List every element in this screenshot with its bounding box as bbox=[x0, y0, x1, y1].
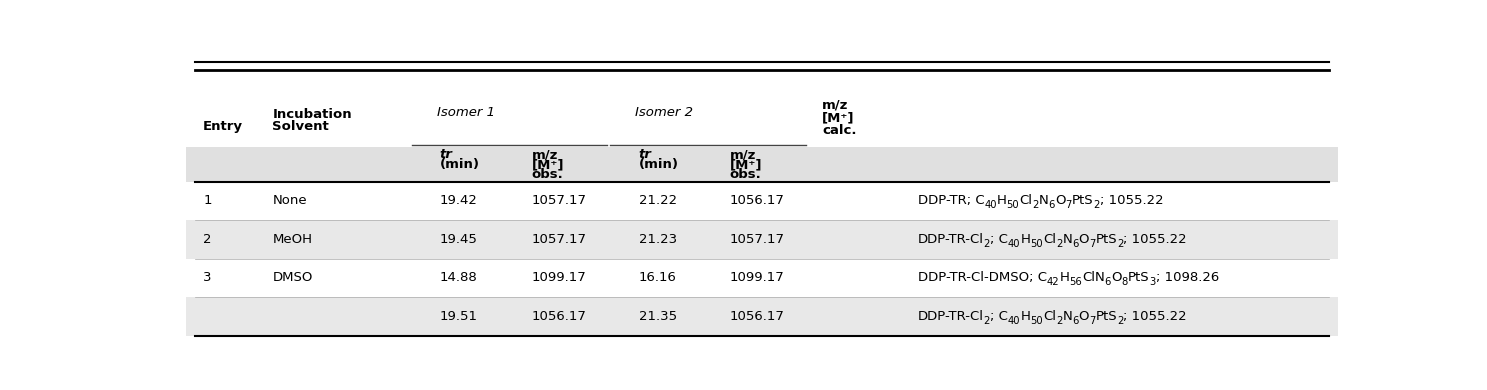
Text: 21.23: 21.23 bbox=[639, 233, 677, 246]
Text: ; 1055.22: ; 1055.22 bbox=[1100, 194, 1163, 207]
Text: MeOH: MeOH bbox=[272, 233, 312, 246]
Text: ; C: ; C bbox=[990, 310, 1008, 323]
Text: 6: 6 bbox=[1048, 200, 1054, 210]
Text: Incubation: Incubation bbox=[272, 108, 352, 121]
Text: 2: 2 bbox=[984, 239, 990, 249]
Bar bbox=[186, 297, 1338, 335]
Text: 7: 7 bbox=[1088, 316, 1096, 326]
Text: 2: 2 bbox=[1117, 316, 1123, 326]
Text: DDP-TR-Cl: DDP-TR-Cl bbox=[917, 233, 984, 246]
Text: (min): (min) bbox=[639, 158, 678, 171]
Text: 50: 50 bbox=[1030, 316, 1042, 326]
Text: N: N bbox=[1062, 233, 1072, 246]
Text: O: O bbox=[1111, 271, 1121, 284]
Text: Isomer 2: Isomer 2 bbox=[635, 106, 693, 119]
Bar bbox=[186, 220, 1338, 259]
Text: O: O bbox=[1078, 310, 1088, 323]
Text: [M⁺]: [M⁺] bbox=[822, 111, 855, 124]
Text: DMSO: DMSO bbox=[272, 271, 312, 284]
Text: Cl: Cl bbox=[1042, 310, 1056, 323]
Text: 1056.17: 1056.17 bbox=[532, 310, 586, 323]
Text: N: N bbox=[1038, 194, 1048, 207]
Text: 8: 8 bbox=[1121, 277, 1127, 287]
Text: DDP-TR-Cl: DDP-TR-Cl bbox=[917, 310, 984, 323]
Text: tr: tr bbox=[440, 148, 452, 161]
Text: 19.42: 19.42 bbox=[440, 194, 477, 207]
Text: 2: 2 bbox=[1032, 200, 1038, 210]
Text: 7: 7 bbox=[1088, 239, 1096, 249]
Text: 2: 2 bbox=[1093, 200, 1100, 210]
Text: 2: 2 bbox=[984, 316, 990, 326]
Text: 2: 2 bbox=[1056, 239, 1062, 249]
Text: 19.51: 19.51 bbox=[440, 310, 477, 323]
Text: Solvent: Solvent bbox=[272, 120, 329, 133]
Text: PtS: PtS bbox=[1127, 271, 1149, 284]
Text: 3: 3 bbox=[1149, 277, 1155, 287]
Bar bbox=[186, 182, 1338, 220]
Text: H: H bbox=[1059, 271, 1069, 284]
Text: Entry: Entry bbox=[204, 120, 244, 133]
Text: [M⁺]: [M⁺] bbox=[730, 158, 763, 171]
Text: H: H bbox=[996, 194, 1007, 207]
Text: 3: 3 bbox=[204, 271, 211, 284]
Text: tr: tr bbox=[639, 148, 651, 161]
Text: 1057.17: 1057.17 bbox=[730, 233, 785, 246]
Text: 1: 1 bbox=[204, 194, 211, 207]
Bar bbox=[186, 147, 1338, 182]
Bar bbox=[186, 259, 1338, 297]
Text: 50: 50 bbox=[1030, 239, 1042, 249]
Text: None: None bbox=[272, 194, 306, 207]
Text: 40: 40 bbox=[984, 200, 996, 210]
Text: 6: 6 bbox=[1105, 277, 1111, 287]
Text: 14.88: 14.88 bbox=[440, 271, 477, 284]
Text: calc.: calc. bbox=[822, 124, 857, 137]
Text: ClN: ClN bbox=[1083, 271, 1105, 284]
Text: 21.35: 21.35 bbox=[639, 310, 677, 323]
Text: O: O bbox=[1054, 194, 1065, 207]
Text: 42: 42 bbox=[1047, 277, 1059, 287]
Text: m/z: m/z bbox=[730, 148, 757, 161]
Text: Isomer 1: Isomer 1 bbox=[437, 106, 495, 119]
Text: 1057.17: 1057.17 bbox=[532, 233, 586, 246]
Text: 2: 2 bbox=[1056, 316, 1062, 326]
Text: 1099.17: 1099.17 bbox=[532, 271, 586, 284]
Text: PtS: PtS bbox=[1072, 194, 1093, 207]
Text: obs.: obs. bbox=[730, 168, 761, 181]
Text: [M⁺]: [M⁺] bbox=[532, 158, 564, 171]
Text: O: O bbox=[1078, 233, 1088, 246]
Text: N: N bbox=[1062, 310, 1072, 323]
Text: PtS: PtS bbox=[1096, 233, 1117, 246]
Text: 6: 6 bbox=[1072, 316, 1078, 326]
Text: DDP-TR; C: DDP-TR; C bbox=[917, 194, 984, 207]
Text: 50: 50 bbox=[1007, 200, 1019, 210]
Text: PtS: PtS bbox=[1096, 310, 1117, 323]
Text: ; C: ; C bbox=[990, 233, 1008, 246]
Text: 1057.17: 1057.17 bbox=[532, 194, 586, 207]
Text: (min): (min) bbox=[440, 158, 479, 171]
Text: 1056.17: 1056.17 bbox=[730, 310, 785, 323]
Text: obs.: obs. bbox=[532, 168, 564, 181]
Text: Cl: Cl bbox=[1019, 194, 1032, 207]
Text: ; 1098.26: ; 1098.26 bbox=[1155, 271, 1219, 284]
Text: ; 1055.22: ; 1055.22 bbox=[1123, 233, 1187, 246]
Text: H: H bbox=[1020, 310, 1030, 323]
Text: Cl: Cl bbox=[1042, 233, 1056, 246]
Text: 6: 6 bbox=[1072, 239, 1078, 249]
Text: ; 1055.22: ; 1055.22 bbox=[1123, 310, 1187, 323]
Text: 1099.17: 1099.17 bbox=[730, 271, 785, 284]
Text: 16.16: 16.16 bbox=[639, 271, 677, 284]
Text: m/z: m/z bbox=[532, 148, 558, 161]
Text: 2: 2 bbox=[1117, 239, 1123, 249]
Text: 56: 56 bbox=[1069, 277, 1083, 287]
Text: m/z: m/z bbox=[822, 98, 849, 111]
Text: 1056.17: 1056.17 bbox=[730, 194, 785, 207]
Text: 40: 40 bbox=[1008, 316, 1020, 326]
Text: 2: 2 bbox=[204, 233, 211, 246]
Text: 19.45: 19.45 bbox=[440, 233, 477, 246]
Text: H: H bbox=[1020, 233, 1030, 246]
Text: DDP-TR-Cl-DMSO; C: DDP-TR-Cl-DMSO; C bbox=[917, 271, 1047, 284]
Text: 7: 7 bbox=[1065, 200, 1072, 210]
Text: 40: 40 bbox=[1008, 239, 1020, 249]
Text: 21.22: 21.22 bbox=[639, 194, 677, 207]
